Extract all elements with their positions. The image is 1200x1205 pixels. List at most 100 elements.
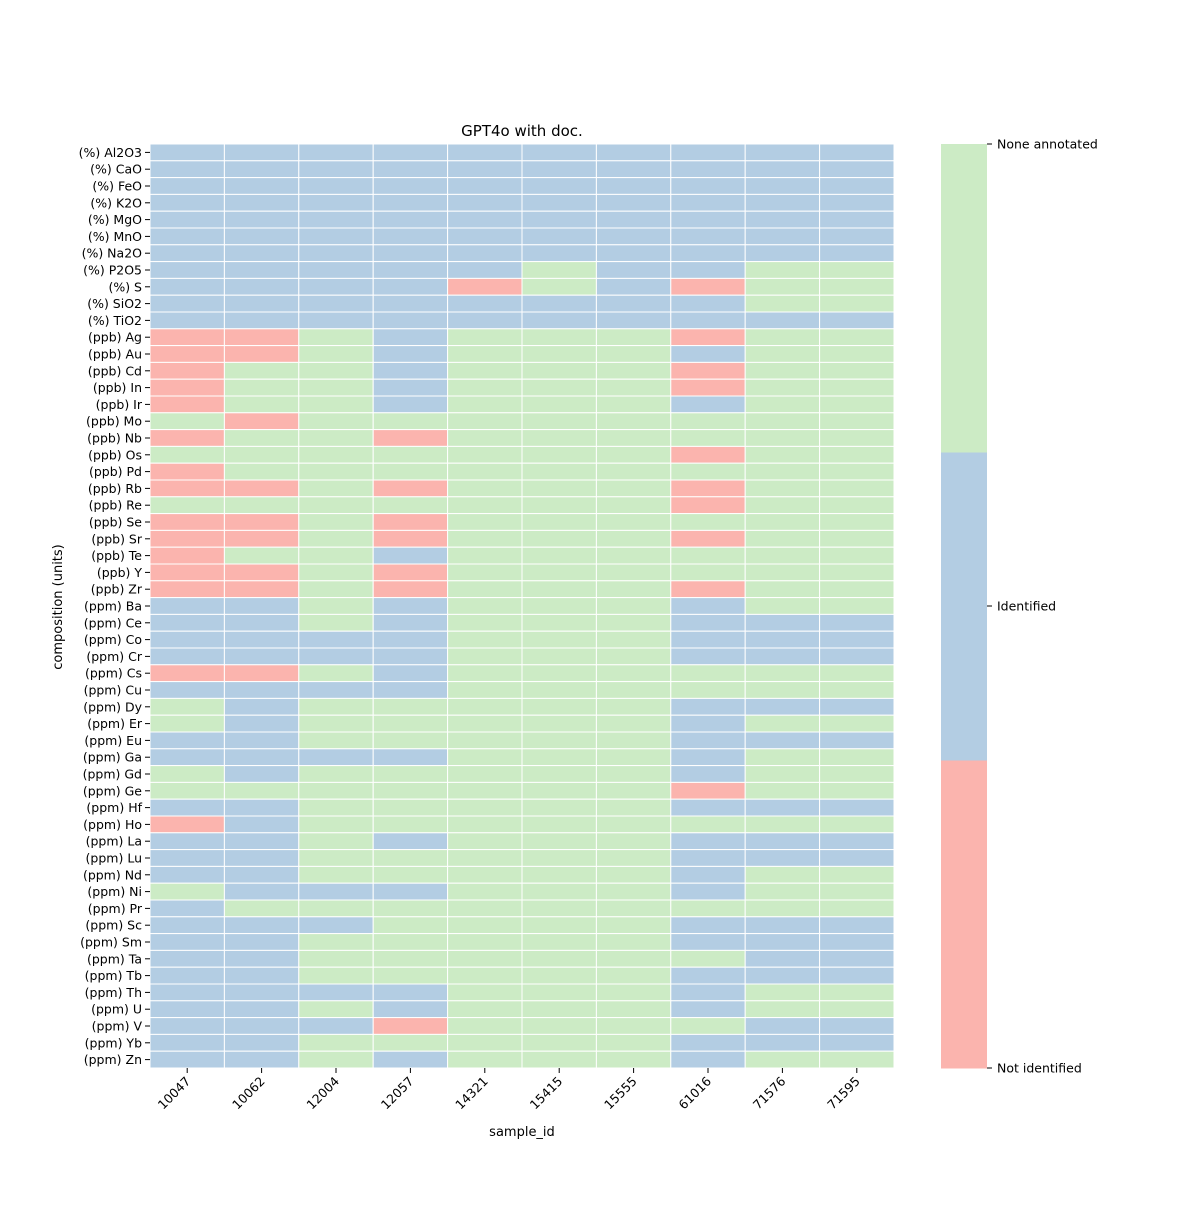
y-tick-label: (ppm) Ga — [83, 750, 142, 765]
heatmap-cell — [595, 1033, 672, 1052]
heatmap-cell — [447, 261, 523, 279]
heatmap-cell — [447, 781, 523, 800]
heatmap-cell — [298, 664, 374, 683]
heatmap-cell — [819, 664, 895, 683]
heatmap-cell — [819, 849, 895, 867]
y-tick-label: (%) MgO — [88, 212, 142, 227]
heatmap-cell — [447, 1050, 523, 1069]
heatmap-cell — [149, 513, 225, 531]
heatmap-cell — [521, 1033, 597, 1052]
heatmap-cell — [298, 513, 374, 531]
heatmap-cell — [298, 697, 374, 716]
heatmap-cell — [521, 193, 597, 212]
y-tick-label: (ppm) V — [92, 1019, 143, 1034]
heatmap-cell — [372, 244, 449, 263]
heatmap-cell — [670, 916, 746, 935]
heatmap-cell — [744, 210, 821, 229]
heatmap-cell — [744, 563, 821, 582]
heatmap-cell — [298, 546, 374, 565]
heatmap-cell — [670, 479, 746, 498]
heatmap-cell — [521, 395, 597, 414]
heatmap-cell — [521, 244, 597, 263]
y-tick-label: (ppm) U — [91, 1002, 142, 1017]
heatmap-cell — [447, 311, 523, 330]
heatmap-cell — [744, 193, 821, 212]
heatmap-cell — [521, 681, 597, 699]
heatmap-cell — [521, 983, 597, 1002]
heatmap-cell — [595, 815, 672, 834]
heatmap-cell — [447, 865, 523, 884]
heatmap-cell — [819, 177, 895, 195]
heatmap-cell — [223, 479, 300, 498]
heatmap-cell — [372, 1033, 449, 1052]
heatmap-cell — [447, 513, 523, 531]
heatmap-cell — [298, 815, 374, 834]
heatmap-cell — [447, 244, 523, 263]
heatmap-cell — [670, 748, 746, 767]
heatmap-cell — [149, 798, 225, 817]
heatmap-cell — [744, 798, 821, 817]
heatmap-cell — [595, 143, 672, 162]
heatmap-cell — [595, 765, 672, 783]
heatmap-cell — [298, 1017, 374, 1035]
heatmap-cell — [819, 395, 895, 414]
heatmap-cell — [372, 681, 449, 699]
heatmap-cell — [149, 227, 225, 246]
heatmap-cell — [744, 630, 821, 649]
heatmap-cell — [149, 933, 225, 951]
heatmap-cell — [595, 412, 672, 431]
y-tick-label: (ppb) Os — [88, 447, 142, 462]
heatmap-cell — [595, 563, 672, 582]
heatmap-cell — [670, 966, 746, 985]
y-tick-label: (ppb) Zr — [91, 582, 143, 597]
heatmap-cell — [447, 177, 523, 195]
heatmap-cell — [595, 244, 672, 263]
heatmap-cell — [744, 244, 821, 263]
heatmap-cell — [744, 160, 821, 179]
heatmap-cell — [521, 933, 597, 951]
heatmap-cell — [149, 714, 225, 733]
heatmap-cell — [223, 1017, 300, 1035]
heatmap-cell — [223, 160, 300, 179]
heatmap-cell — [819, 277, 895, 296]
heatmap-cell — [372, 882, 449, 901]
heatmap-cell — [744, 580, 821, 599]
heatmap-cell — [149, 731, 225, 750]
heatmap-cell — [521, 882, 597, 901]
heatmap-cell — [521, 916, 597, 935]
heatmap-cell — [744, 832, 821, 851]
heatmap-cell — [372, 479, 449, 498]
heatmap-cell — [819, 1000, 895, 1019]
heatmap-cell — [149, 529, 225, 548]
heatmap-cell — [521, 966, 597, 985]
heatmap-cell — [521, 479, 597, 498]
heatmap-cell — [521, 815, 597, 834]
heatmap-cell — [149, 412, 225, 431]
x-tick-label: 10062 — [229, 1074, 268, 1113]
heatmap-cell — [670, 933, 746, 951]
heatmap-cell — [149, 899, 225, 918]
heatmap-cell — [819, 731, 895, 750]
heatmap-cell — [223, 378, 300, 397]
heatmap-cell — [447, 798, 523, 817]
heatmap-cell — [744, 697, 821, 716]
heatmap-cell — [744, 1033, 821, 1052]
heatmap-cell — [149, 361, 225, 380]
heatmap-cell — [149, 193, 225, 212]
heatmap-cell — [521, 177, 597, 195]
heatmap-cell — [670, 1017, 746, 1035]
heatmap-cell — [819, 546, 895, 565]
heatmap-cell — [298, 798, 374, 817]
heatmap-cell — [670, 395, 746, 414]
heatmap-cell — [670, 630, 746, 649]
heatmap-cell — [298, 563, 374, 582]
heatmap-cell — [372, 815, 449, 834]
heatmap-cell — [149, 664, 225, 683]
heatmap-cell — [298, 143, 374, 162]
heatmap-cell — [223, 1033, 300, 1052]
heatmap-cell — [670, 143, 746, 162]
heatmap-cell — [447, 143, 523, 162]
heatmap-cell — [223, 933, 300, 951]
heatmap-cell — [372, 949, 449, 968]
heatmap-cell — [298, 244, 374, 263]
